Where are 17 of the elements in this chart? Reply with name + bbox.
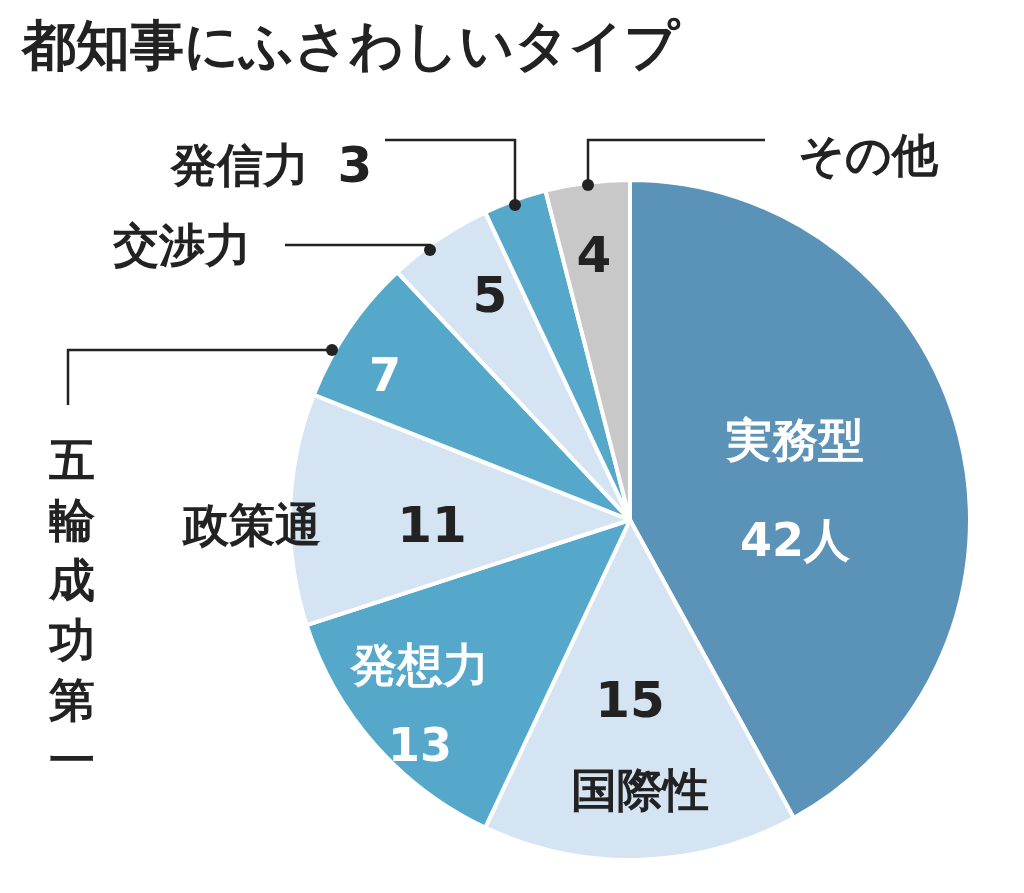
slice-label: 政策通 [181,498,321,552]
chart-title: 都知事にふさわしいタイプ [20,13,681,77]
slice-label: その他 [798,128,939,182]
slice-label: 発想力 [350,638,489,692]
data-label: 5 [472,266,508,324]
data-label: 3 [337,136,373,194]
data-label: 4 [576,226,612,284]
slice-label: 発信力 [170,138,309,192]
data-label: 15 [595,671,665,729]
data-label: 13 [387,718,453,772]
slice-label: 実務型 [725,413,864,467]
data-label: 11 [397,496,467,554]
data-label: 42人 [739,513,851,567]
slice-label: 交渉力 [112,218,251,272]
slice-label: 五輪成功第一 [48,433,95,787]
slice-label: 国際性 [571,763,709,817]
data-label: 7 [368,348,402,402]
